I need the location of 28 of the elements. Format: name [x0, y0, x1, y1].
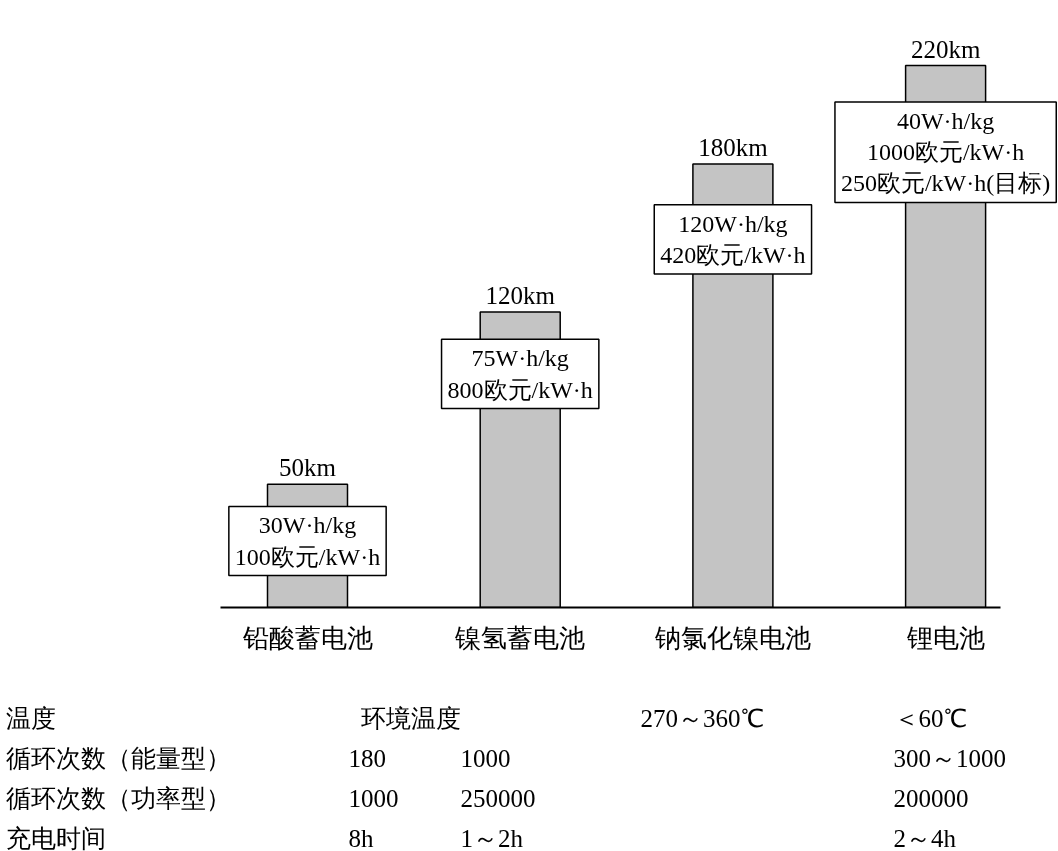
annotation: 120W·h/kg 420欧元/kW·h [660, 210, 806, 269]
annotation: 40W·h/kg 1000欧元/kW·h 250欧元/kW·h(目标) [840, 108, 1051, 197]
text: 1000 [460, 745, 511, 772]
x-tick-label: 锂电池 [905, 623, 985, 653]
x-tick-label: 铅酸蓄电池 [241, 623, 373, 653]
text: 250000 [460, 785, 536, 812]
text: 环境温度 [360, 705, 461, 732]
text: 8h [348, 825, 374, 851]
text: 温度 [5, 705, 56, 732]
text: 1000 [348, 785, 399, 812]
text: 200000 [893, 785, 969, 812]
text: 300～1000 [893, 745, 1006, 772]
data-label: 220km [910, 35, 981, 63]
data-label: 180km [698, 134, 769, 162]
text: 180 [348, 745, 386, 772]
data-label: 120km [485, 281, 556, 309]
text: 1～2h [460, 825, 524, 851]
text: 270～360℃ [640, 705, 764, 732]
text: 2～4h [893, 825, 957, 851]
text: 循环次数（能量型） [5, 745, 231, 772]
data-label: 50km [279, 454, 337, 482]
x-tick-label: 钠氯化镍电池 [653, 623, 811, 653]
annotation: 75W·h/kg 800欧元/kW·h [447, 345, 593, 403]
text: 充电时间 [5, 825, 106, 851]
annotation: 30W·h/kg 100欧元/kW·h [234, 512, 381, 570]
text: 循环次数（功率型） [5, 785, 231, 812]
text: ＜60℃ [893, 705, 967, 732]
x-tick-label: 镍氢蓄电池 [454, 623, 586, 653]
